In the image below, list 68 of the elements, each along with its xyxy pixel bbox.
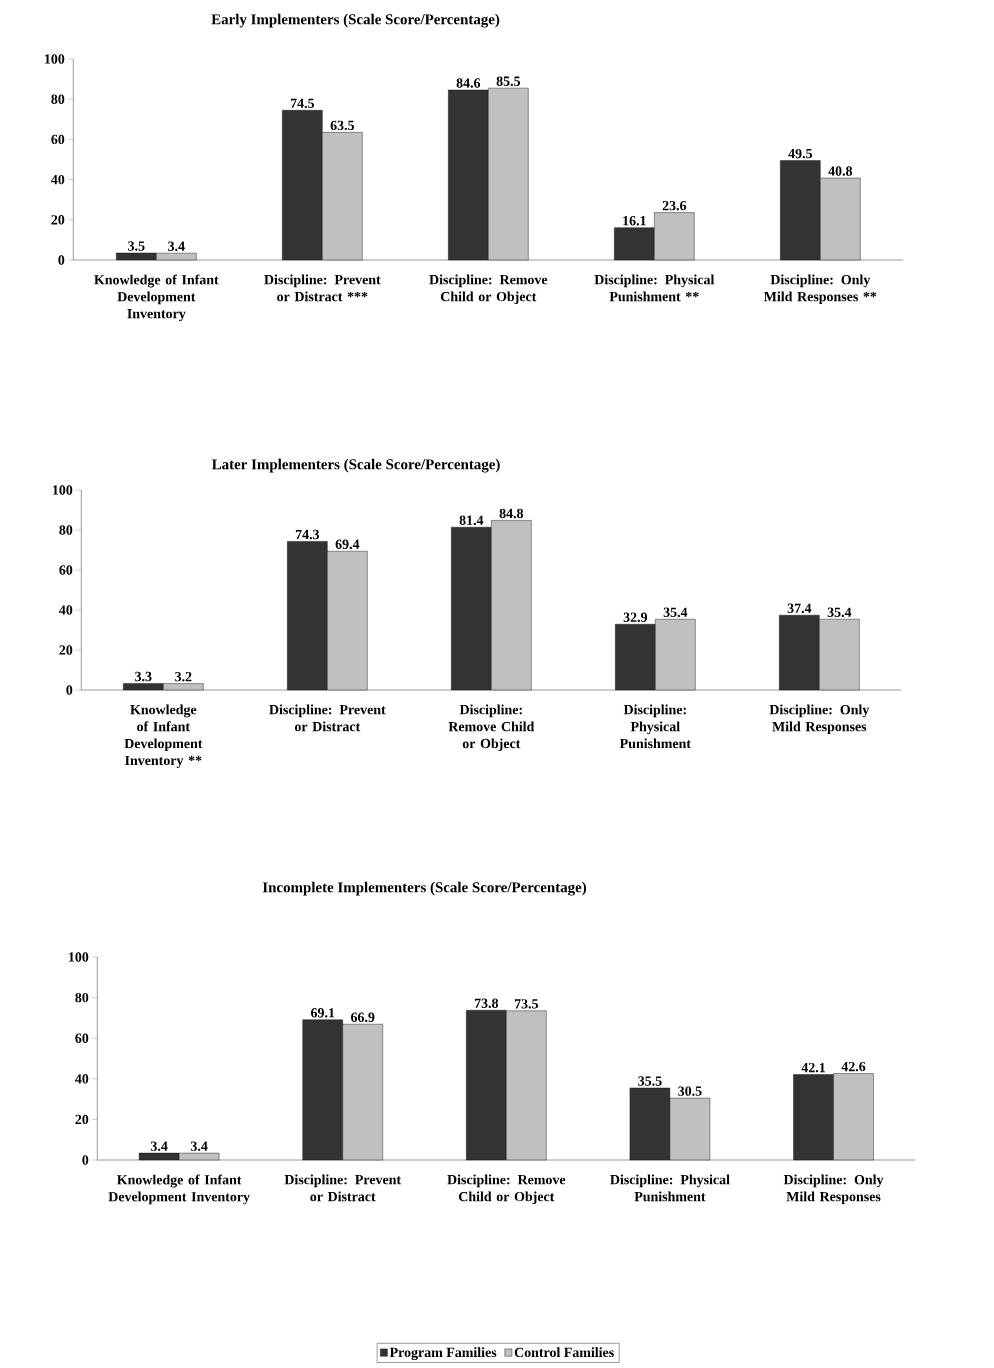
y-tick-label: 40 (59, 605, 73, 615)
data-label: 35.5 (638, 1076, 662, 1086)
data-label: 3.4 (168, 241, 185, 251)
y-tick-label: 20 (59, 645, 73, 655)
y-tick-label: 40 (51, 174, 65, 185)
x-tick-label: Discipline: Prevent or Distract (269, 704, 386, 732)
data-label: 73.8 (475, 998, 499, 1009)
data-label: 30.5 (678, 1086, 702, 1096)
data-label: 3.2 (175, 671, 192, 682)
chart-title: Early Implementers (Scale Score/Percentage) (211, 13, 500, 28)
data-label: 35.4 (827, 607, 852, 618)
legend-label: Control Families (514, 1347, 615, 1358)
x-tick-label: Discipline: Only Mild Responses (783, 1174, 884, 1205)
x-tick-label: Discipline: Remove Child or Object (429, 274, 548, 305)
data-label: 84.8 (499, 508, 524, 519)
y-tick-label: 100 (69, 952, 89, 962)
x-tick-label: Discipline: Remove Child or Object (447, 1174, 566, 1205)
x-tick-label: Knowledge of Infant Development Inventory (94, 274, 219, 322)
y-tick-label: 60 (75, 1033, 89, 1043)
data-label: 32.9 (623, 612, 648, 623)
y-tick-label: 80 (51, 94, 65, 104)
data-label: 69.1 (311, 1008, 335, 1018)
x-tick-label: Knowledge of Infant Development Inventory ** (124, 704, 203, 769)
x-tick-label: Discipline: Only Mild Responses (769, 704, 870, 735)
data-label: 3.5 (128, 241, 145, 251)
data-label: 3.4 (191, 1141, 208, 1151)
y-tick-label: 0 (82, 1155, 89, 1165)
data-label: 37.4 (787, 603, 812, 614)
y-tick-label: 20 (75, 1114, 89, 1125)
y-tick-label: 80 (59, 525, 73, 535)
data-label: 40.8 (828, 166, 853, 176)
data-label: 42.6 (841, 1061, 866, 1072)
y-tick-label: 0 (66, 685, 73, 695)
data-label: 74.5 (291, 98, 315, 109)
y-tick-label: 100 (53, 485, 73, 495)
data-label: 85.5 (496, 76, 521, 86)
x-tick-label: Discipline: Prevent or Distract (284, 1174, 402, 1202)
data-label: 66.9 (351, 1012, 375, 1023)
y-tick-label: 60 (51, 134, 65, 145)
x-tick-label: Knowledge of Infant Development Inventory (108, 1174, 251, 1205)
x-tick-label: Discipline: Physical Punishment ** (594, 274, 715, 302)
data-label: 23.6 (662, 200, 687, 211)
chart-title: Incomplete Implementers (Scale Score/Percentage) (263, 881, 587, 896)
data-label: 74.3 (296, 529, 320, 540)
y-tick-label: 40 (75, 1074, 89, 1084)
data-label: 3.3 (135, 671, 152, 682)
x-tick-label: Discipline: Remove Child or Object (448, 704, 535, 752)
x-tick-label: Discipline: Only Mild Responses ** (764, 274, 877, 305)
data-label: 69.4 (335, 539, 360, 550)
y-tick-label: 60 (59, 565, 73, 575)
data-label: 49.5 (788, 148, 813, 159)
x-tick-label: Discipline: Prevent or Distract *** (264, 274, 381, 302)
data-label: 73.5 (515, 999, 539, 1009)
x-tick-label: Discipline: Physical Punishment (620, 704, 692, 749)
data-label: 81.4 (459, 515, 484, 526)
data-label: 3.4 (151, 1141, 168, 1151)
x-tick-label: Discipline: Physical Punishment (610, 1174, 730, 1202)
y-tick-label: 80 (75, 992, 89, 1003)
y-tick-label: 20 (51, 215, 65, 225)
y-tick-label: 100 (45, 54, 65, 64)
y-tick-label: 0 (58, 255, 65, 265)
data-label: 84.6 (456, 78, 481, 88)
legend-label: Program Families (390, 1347, 497, 1361)
data-label: 42.1 (801, 1062, 826, 1073)
data-label: 35.4 (663, 607, 688, 618)
chart-title: Later Implementers (Scale Score/Percentage) (212, 458, 500, 473)
data-label: 16.1 (623, 216, 646, 226)
data-label: 63.5 (330, 120, 355, 131)
